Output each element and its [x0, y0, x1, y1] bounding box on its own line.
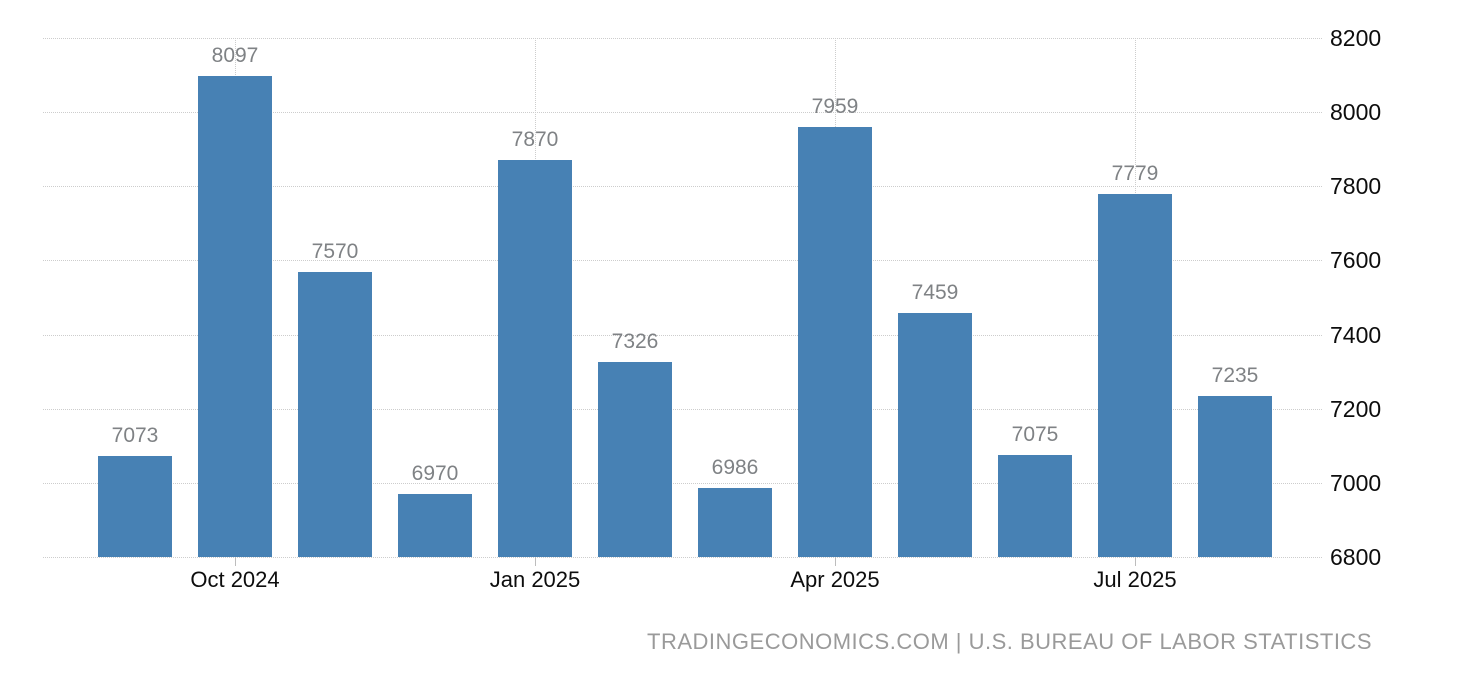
bar[interactable] [1198, 395, 1272, 557]
bar-value-label: 7075 [1011, 423, 1059, 447]
bar-value-label: 6970 [411, 461, 459, 485]
horizontal-gridline [43, 186, 1322, 188]
y-axis-tick-label: 7400 [1330, 321, 1382, 348]
bar-value-label: 7870 [511, 128, 559, 152]
bar[interactable] [198, 76, 272, 557]
y-axis-tick-label: 8000 [1330, 99, 1382, 126]
bar-value-label: 7459 [911, 280, 959, 304]
y-axis-tick-label: 8200 [1330, 25, 1382, 51]
bar[interactable] [498, 160, 572, 557]
x-axis-tick-label: Oct 2024 [190, 567, 280, 592]
horizontal-gridline [43, 334, 1322, 336]
x-axis-tick-label: Jul 2025 [1093, 567, 1177, 592]
bar-value-label: 7326 [611, 330, 659, 353]
horizontal-gridline [43, 557, 1322, 558]
bar[interactable] [1098, 194, 1172, 557]
y-axis-tick-label: 7000 [1330, 469, 1382, 496]
horizontal-gridline [43, 112, 1322, 114]
horizontal-gridline [43, 260, 1322, 262]
x-axis-tick-mark [235, 557, 236, 566]
bar-value-label: 6986 [711, 456, 759, 480]
bar[interactable] [598, 362, 672, 557]
bar[interactable] [298, 271, 372, 557]
bar-value-label: 7959 [811, 95, 859, 119]
x-axis-tick-mark [835, 557, 836, 566]
bar[interactable] [998, 455, 1072, 557]
x-axis-tick-label: Jan 2025 [489, 567, 581, 592]
bar-value-label: 7073 [111, 423, 159, 447]
bar-value-label: 7235 [1211, 363, 1259, 387]
x-axis-tick-label: Apr 2025 [790, 567, 880, 592]
x-axis-tick-mark [535, 557, 536, 566]
bar-value-label: 7570 [311, 239, 359, 263]
bar-value-label: 7779 [1111, 162, 1159, 186]
bar[interactable] [798, 127, 872, 557]
bar[interactable] [898, 312, 972, 557]
bar[interactable] [98, 455, 172, 557]
horizontal-gridline [43, 38, 1322, 39]
y-axis-tick-label: 7800 [1330, 173, 1382, 200]
bar-value-label: 8097 [211, 44, 259, 68]
y-axis-tick-label: 7600 [1330, 247, 1382, 274]
chart-attribution: TRADINGECONOMICS.COM | U.S. BUREAU OF LA… [647, 629, 1372, 654]
y-axis-tick-label: 7200 [1330, 395, 1382, 422]
horizontal-gridline [43, 482, 1322, 484]
bar[interactable] [698, 488, 772, 557]
y-axis-tick-label: 6800 [1330, 544, 1382, 570]
horizontal-gridline [43, 408, 1322, 410]
bar[interactable] [398, 493, 472, 557]
x-axis-tick-mark [1135, 557, 1136, 566]
